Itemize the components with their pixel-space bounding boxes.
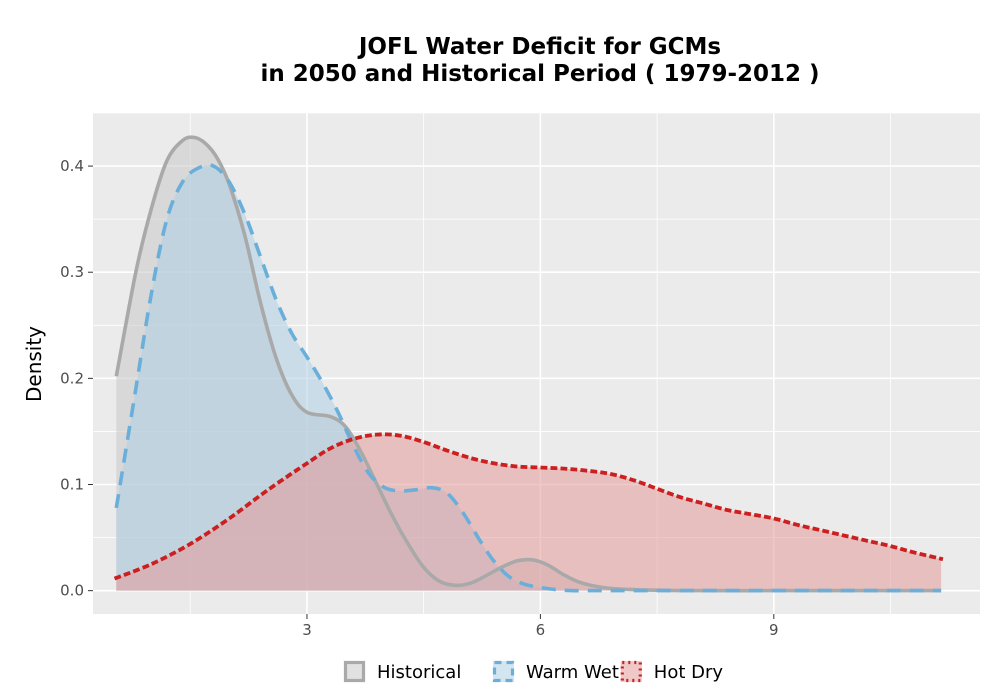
legend-label-historical: Historical xyxy=(377,662,461,683)
legend-key-border xyxy=(492,660,515,683)
legend-key-hot-dry xyxy=(620,660,642,683)
y-axis-title: Density xyxy=(22,326,46,402)
legend-label-hot-dry: Hot Dry xyxy=(654,662,724,683)
y-tick-label: 0.3 xyxy=(60,263,84,281)
legend: Historical Warm Wet Hot Dry xyxy=(343,660,724,683)
density-areas xyxy=(116,137,942,591)
legend-key-historical xyxy=(343,660,366,683)
x-axis: 3 6 9 xyxy=(302,614,779,639)
x-tick-label: 9 xyxy=(769,621,779,639)
y-tick-label: 0.0 xyxy=(60,582,84,600)
chart-title-line-1: JOFL Water Deficit for GCMs xyxy=(357,34,721,60)
density-line-warm-wet xyxy=(114,163,942,593)
x-tick-label: 6 xyxy=(536,621,546,639)
legend-key-warm-wet xyxy=(492,660,515,683)
legend-key-fill xyxy=(344,661,365,682)
y-tick-label: 0.1 xyxy=(60,476,84,494)
chart-title-line-2: in 2050 and Historical Period ( 1979-201… xyxy=(260,61,819,87)
y-axis: 0.0 0.1 0.2 0.3 0.4 xyxy=(60,157,93,600)
legend-label-warm-wet: Warm Wet xyxy=(526,662,619,683)
legend-key-fill xyxy=(620,661,642,682)
x-tick-label: 3 xyxy=(302,621,312,639)
legend-key-fill xyxy=(493,661,514,682)
density-area-hot-dry xyxy=(116,434,942,591)
y-tick-label: 0.2 xyxy=(60,369,84,387)
density-lines xyxy=(113,135,944,593)
density-line-historical xyxy=(114,135,942,593)
y-tick-label: 0.4 xyxy=(60,157,84,175)
density-line-hot-dry xyxy=(113,432,944,581)
legend-key-border xyxy=(343,660,366,683)
